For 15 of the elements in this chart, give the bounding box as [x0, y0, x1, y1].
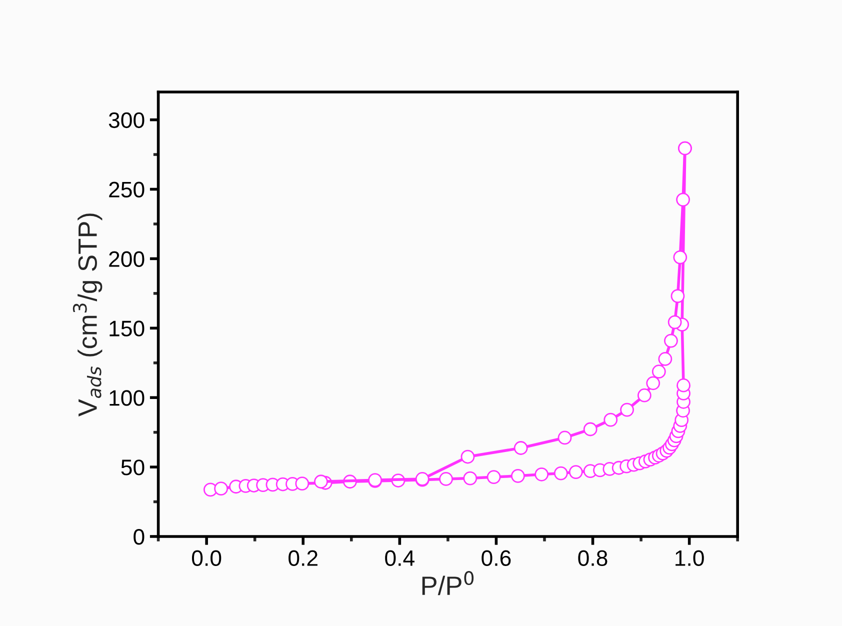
x-axis-title: P/P$^{0}$: [422, 571, 474, 596]
x-tick-label: 0.2: [288, 550, 318, 566]
y-axis-title: V$_{ads}$ (cm$^{3}$/g STP): [72, 214, 102, 417]
x-tick-label: 0.6: [482, 550, 511, 566]
x-tick-label: 0.4: [385, 550, 414, 566]
y-tick-label: 50: [121, 460, 144, 476]
y-tick-label: 250: [109, 182, 144, 198]
y-tick-label: 100: [110, 390, 144, 406]
x-tick-label: 1.0: [676, 550, 704, 566]
y-tick-label: 300: [108, 112, 144, 128]
y-tick-label: 150: [110, 320, 144, 336]
y-tick-label: 0: [134, 529, 144, 545]
x-tick-label: 0.8: [578, 550, 608, 566]
x-tick-label: 0.0: [192, 550, 222, 566]
y-tick-label: 200: [109, 251, 144, 267]
